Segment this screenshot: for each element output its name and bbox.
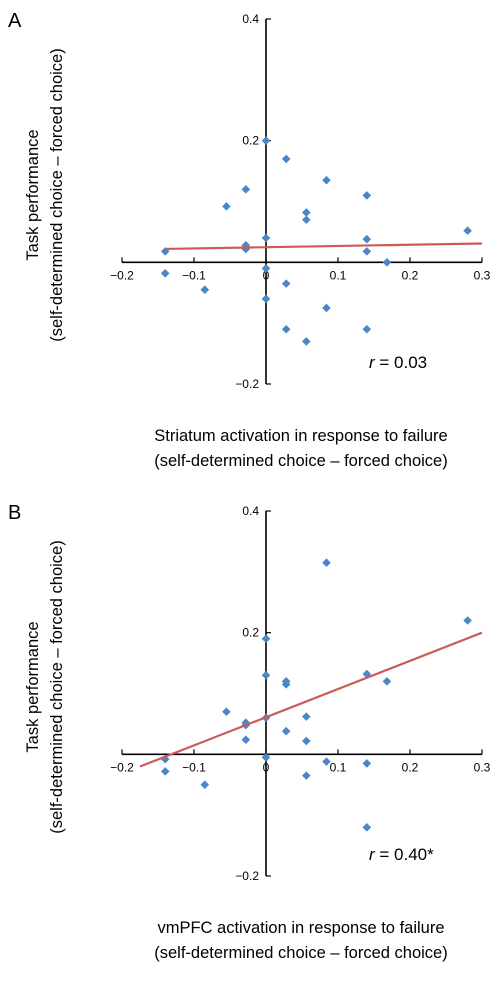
data-point (302, 712, 311, 721)
x-tick-label: 0.2 (402, 268, 419, 282)
x-axis-label: vmPFC activation in response to failure … (96, 916, 502, 966)
data-point (463, 226, 472, 235)
x-tick-label: 0 (263, 760, 270, 774)
data-point (322, 175, 331, 185)
data-point (160, 268, 170, 278)
x-axis-label-line2: (self-determined choice – forced choice) (154, 452, 448, 470)
data-point (160, 767, 170, 776)
data-point (362, 759, 372, 768)
data-point (302, 736, 311, 746)
x-axis-label-line1: vmPFC activation in response to failure (157, 919, 445, 937)
y-tick-label: 0.4 (242, 504, 259, 518)
correlation-value: = 0.40* (375, 845, 434, 864)
y-tick-label: 0.2 (242, 134, 259, 148)
x-tick-label: −0.2 (110, 268, 134, 282)
data-point (322, 757, 331, 766)
x-tick-label: 0.1 (330, 760, 347, 774)
data-point (322, 303, 331, 313)
correlation-annotation: r = 0.40* (369, 845, 434, 864)
data-point (322, 558, 331, 568)
data-point (302, 208, 311, 217)
scatter-plot-b: −0.2 −0.1 0 0.1 0.2 0.3 −0.2 0.2 0.4 r = 0.40* (110, 504, 491, 883)
x-axis-label-line1: Striatum activation in response to failu… (154, 427, 448, 445)
x-tick-label: −0.1 (182, 760, 206, 774)
data-point (382, 677, 392, 686)
data-point (200, 780, 210, 790)
y-tick-label: 0.2 (242, 626, 259, 640)
y-tick-label: −0.2 (235, 869, 259, 883)
data-point (362, 324, 372, 334)
data-point (261, 670, 271, 680)
x-tick-label: 0 (263, 268, 270, 282)
data-point (281, 154, 291, 164)
data-point (281, 279, 291, 288)
data-point (362, 247, 372, 256)
correlation-symbol: r (369, 353, 376, 372)
data-point (281, 324, 291, 334)
x-tick-label: 0.3 (474, 760, 491, 774)
panel-label: A (8, 10, 22, 32)
data-point (362, 191, 372, 200)
data-point (222, 202, 231, 211)
data-point (261, 136, 271, 145)
data-point (302, 215, 311, 225)
data-point (281, 726, 291, 736)
trend-line (165, 242, 483, 251)
data-point (261, 634, 271, 644)
x-tick-label: 0.2 (402, 760, 419, 774)
data-point (302, 337, 311, 346)
trend-line (139, 631, 483, 768)
x-axis-label: Striatum activation in response to failu… (96, 424, 502, 474)
data-point (463, 616, 472, 625)
data-point (362, 234, 372, 244)
data-point (261, 294, 271, 304)
data-point (241, 735, 251, 745)
panel-a: A Task performance (self-determined choi… (0, 0, 502, 491)
x-tick-label: 0.3 (474, 268, 491, 282)
y-tick-label: 0.4 (242, 12, 259, 26)
y-tick-label: −0.2 (235, 377, 259, 391)
data-point (241, 185, 251, 194)
data-point (362, 823, 372, 832)
data-point (302, 771, 311, 780)
correlation-value: = 0.03 (375, 353, 427, 372)
x-axis-label-line2: (self-determined choice – forced choice) (154, 944, 448, 962)
scatter-plot-a: −0.2 −0.1 0 0.1 0.2 0.3 −0.2 0.2 0.4 r = 0.03 (110, 12, 491, 391)
data-point (222, 707, 231, 717)
data-point (261, 264, 271, 273)
x-tick-label: 0.1 (330, 268, 347, 282)
data-point (200, 285, 210, 295)
x-tick-label: −0.1 (182, 268, 206, 282)
correlation-symbol: r (369, 845, 376, 864)
correlation-annotation: r = 0.03 (369, 353, 427, 372)
panel-label: B (8, 502, 22, 524)
data-point (382, 258, 392, 267)
x-tick-label: −0.2 (110, 760, 134, 774)
panel-b: B Task performance (self-determined choi… (0, 492, 502, 983)
data-point (261, 233, 271, 243)
